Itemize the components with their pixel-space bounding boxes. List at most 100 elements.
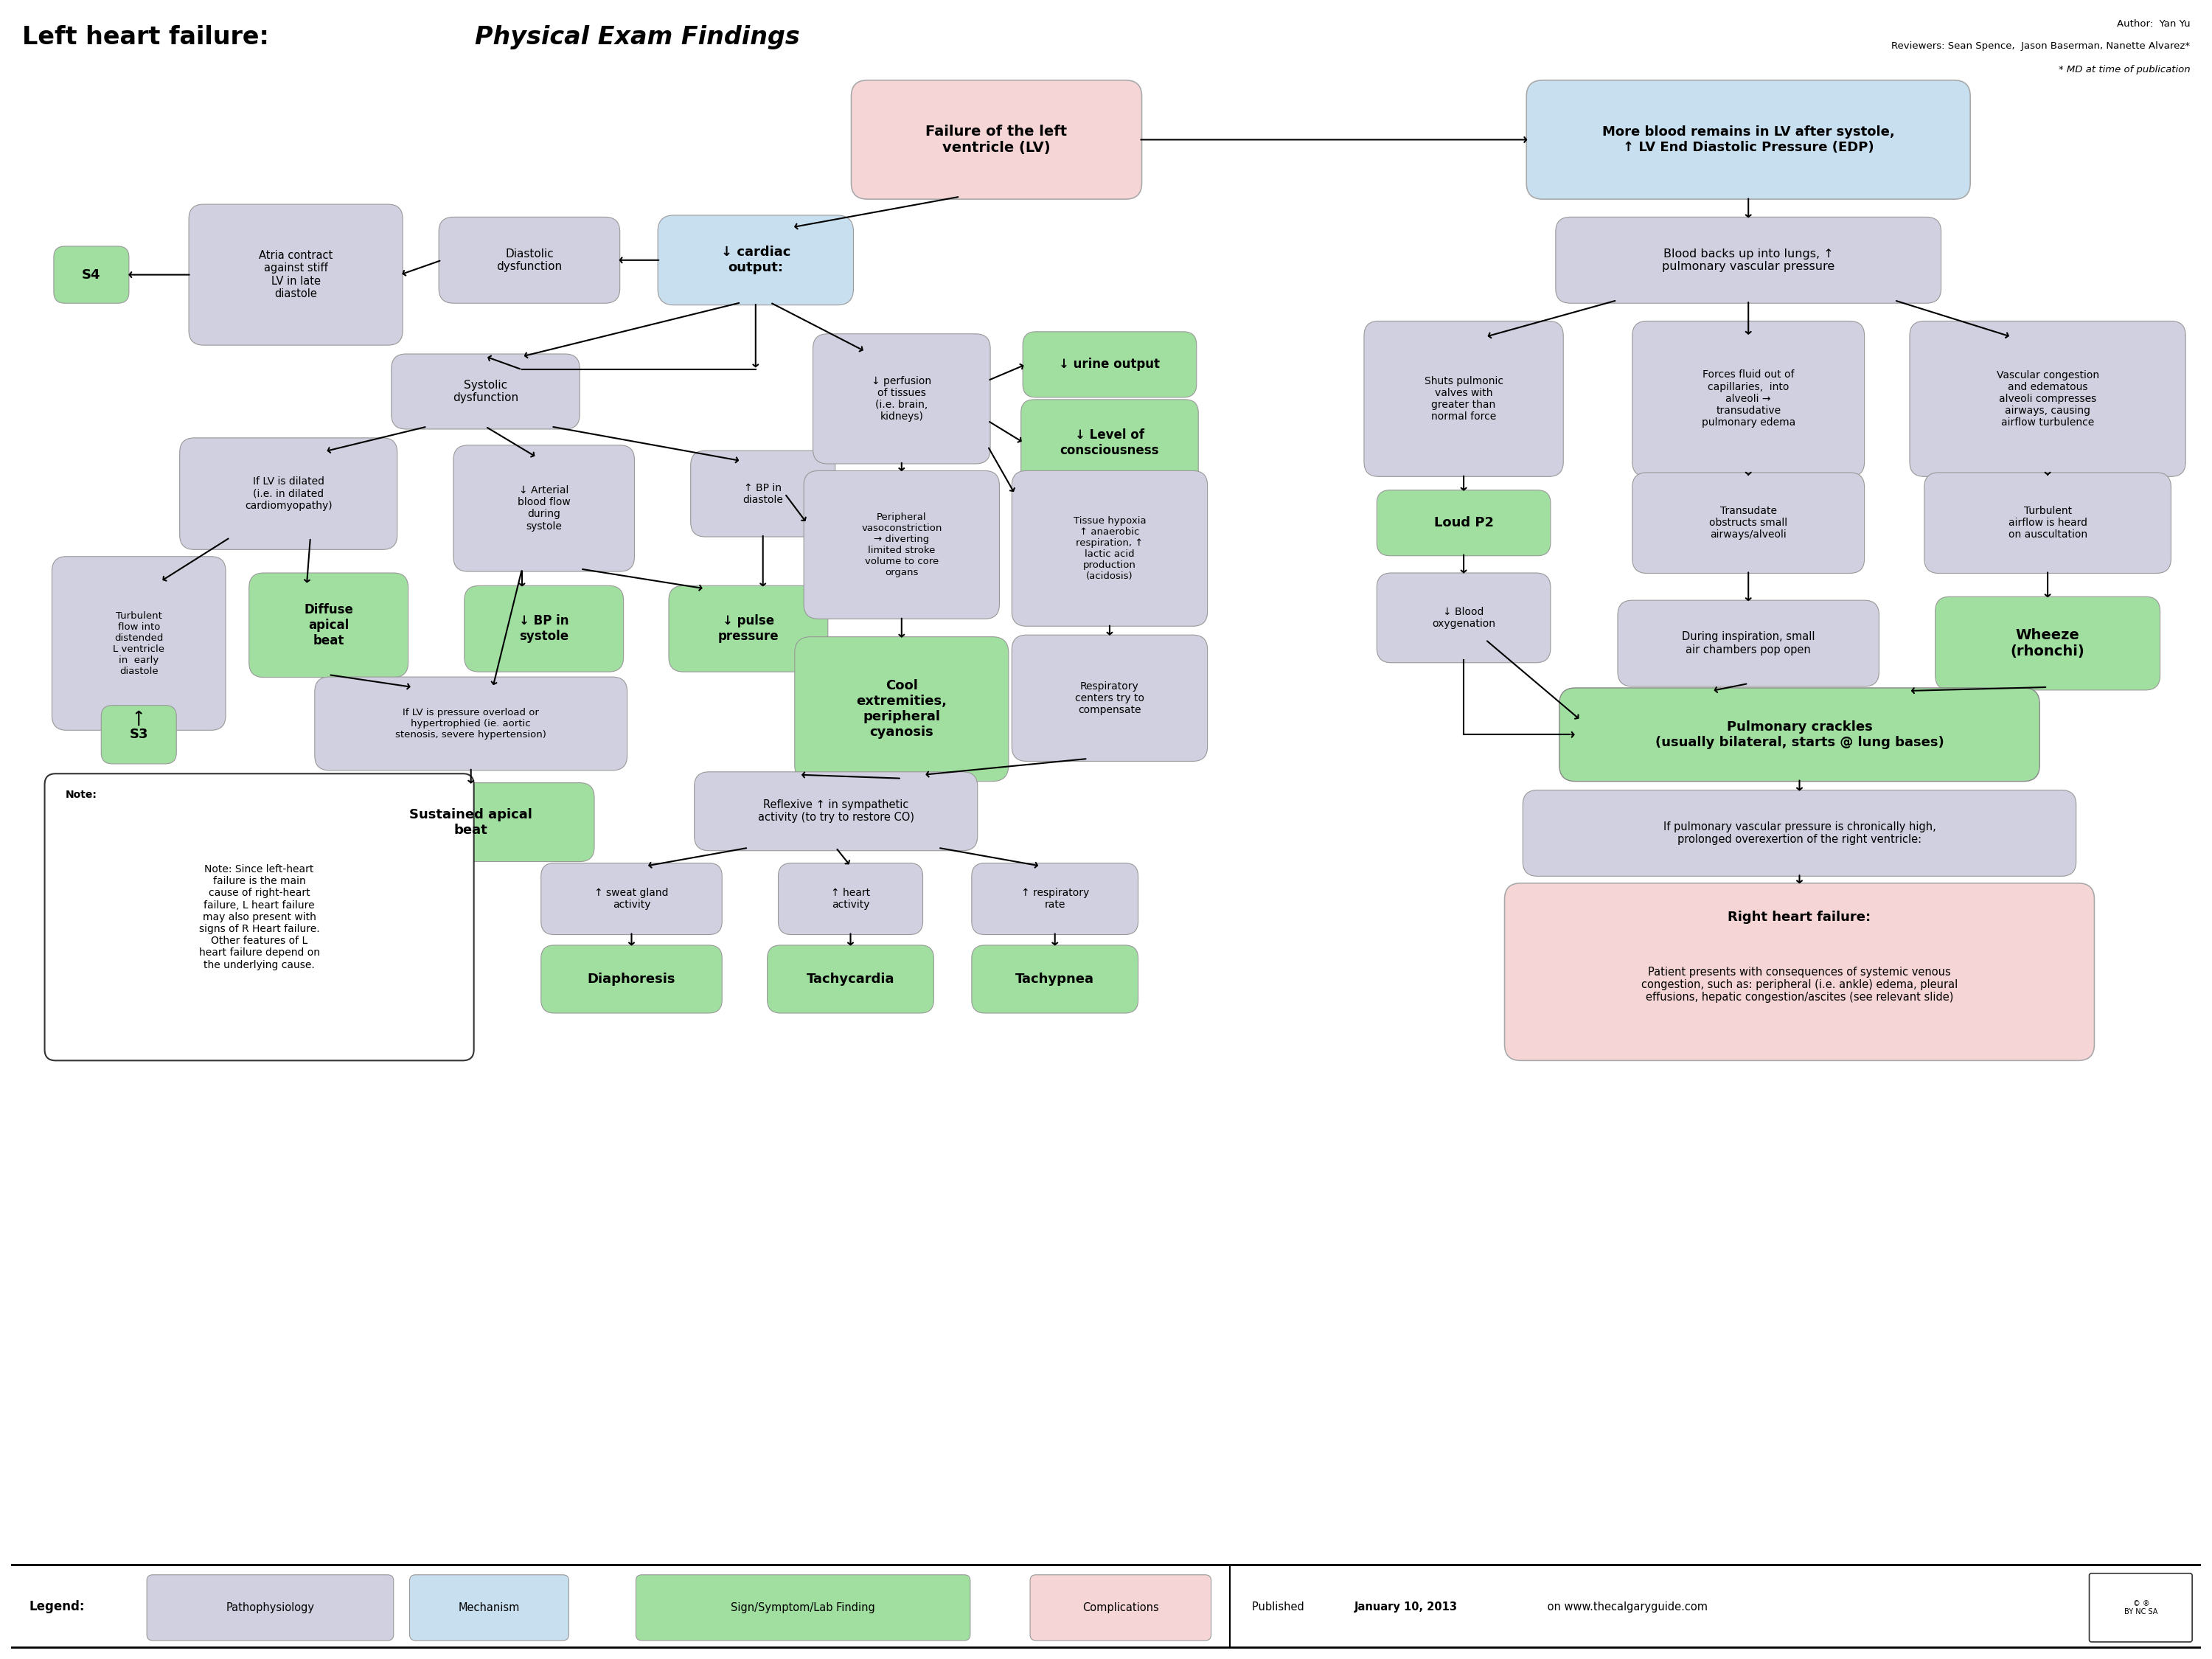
Text: Note: Since left-heart
failure is the main
cause of right-heart
failure, L heart: Note: Since left-heart failure is the ma…: [199, 864, 321, 971]
Text: Vascular congestion
and edematous
alveoli compresses
airways, causing
airflow tu: Vascular congestion and edematous alveol…: [1997, 370, 2099, 428]
Text: S4: S4: [82, 269, 102, 282]
FancyBboxPatch shape: [852, 80, 1141, 199]
FancyBboxPatch shape: [668, 586, 827, 672]
Text: Sustained apical
beat: Sustained apical beat: [409, 808, 533, 836]
Text: Sign/Symptom/Lab Finding: Sign/Symptom/Lab Finding: [730, 1603, 876, 1613]
FancyBboxPatch shape: [1031, 1574, 1212, 1641]
FancyBboxPatch shape: [1555, 217, 1942, 304]
FancyBboxPatch shape: [51, 556, 226, 730]
Text: Blood backs up into lungs, ↑
pulmonary vascular pressure: Blood backs up into lungs, ↑ pulmonary v…: [1661, 249, 1834, 272]
FancyBboxPatch shape: [971, 946, 1139, 1014]
FancyBboxPatch shape: [779, 863, 922, 934]
Text: * MD at time of publication: * MD at time of publication: [2059, 65, 2190, 75]
Text: S3: S3: [128, 728, 148, 742]
FancyBboxPatch shape: [438, 217, 619, 304]
FancyBboxPatch shape: [1559, 688, 2039, 781]
Text: Reflexive ↑ in sympathetic
activity (to try to restore CO): Reflexive ↑ in sympathetic activity (to …: [759, 800, 914, 823]
Text: Physical Exam Findings: Physical Exam Findings: [476, 25, 799, 50]
Text: ↓ Blood
oxygenation: ↓ Blood oxygenation: [1431, 607, 1495, 629]
FancyBboxPatch shape: [179, 438, 398, 549]
Text: Peripheral
vasoconstriction
→ diverting
limited stroke
volume to core
organs: Peripheral vasoconstriction → diverting …: [860, 513, 942, 577]
FancyBboxPatch shape: [188, 204, 403, 345]
Text: Reviewers: Sean Spence,  Jason Baserman, Nanette Alvarez*: Reviewers: Sean Spence, Jason Baserman, …: [1891, 41, 2190, 51]
Text: © ®
BY NC SA: © ® BY NC SA: [2124, 1599, 2159, 1616]
Text: Diffuse
apical
beat: Diffuse apical beat: [303, 604, 354, 647]
FancyBboxPatch shape: [1504, 883, 2095, 1060]
Text: Author:  Yan Yu: Author: Yan Yu: [2117, 20, 2190, 28]
Text: Loud P2: Loud P2: [1433, 516, 1493, 529]
FancyBboxPatch shape: [690, 451, 836, 538]
FancyBboxPatch shape: [542, 946, 721, 1014]
Text: During inspiration, small
air chambers pop open: During inspiration, small air chambers p…: [1681, 632, 1814, 655]
FancyBboxPatch shape: [657, 216, 854, 305]
Text: ↓ cardiac
output:: ↓ cardiac output:: [721, 246, 790, 274]
Text: on www.thecalgaryguide.com: on www.thecalgaryguide.com: [1544, 1601, 1708, 1613]
FancyBboxPatch shape: [1522, 790, 2077, 876]
Text: Left heart failure:: Left heart failure:: [22, 25, 276, 50]
Text: Failure of the left
ventricle (LV): Failure of the left ventricle (LV): [925, 124, 1068, 154]
FancyBboxPatch shape: [803, 471, 1000, 619]
FancyBboxPatch shape: [465, 586, 624, 672]
FancyBboxPatch shape: [1376, 572, 1551, 662]
FancyBboxPatch shape: [453, 445, 635, 571]
Text: If LV is pressure overload or
hypertrophied (ie. aortic
stenosis, severe hyperte: If LV is pressure overload or hypertroph…: [396, 708, 546, 740]
FancyBboxPatch shape: [1022, 400, 1199, 486]
FancyBboxPatch shape: [695, 771, 978, 851]
Text: Diastolic
dysfunction: Diastolic dysfunction: [495, 249, 562, 272]
Text: Turbulent
flow into
distended
L ventricle
in  early
diastole: Turbulent flow into distended L ventricl…: [113, 611, 164, 675]
FancyBboxPatch shape: [1632, 322, 1865, 476]
Text: Transudate
obstructs small
airways/alveoli: Transudate obstructs small airways/alveo…: [1710, 506, 1787, 541]
Text: Mechanism: Mechanism: [458, 1603, 520, 1613]
Text: Systolic
dysfunction: Systolic dysfunction: [453, 380, 518, 403]
FancyBboxPatch shape: [768, 946, 933, 1014]
FancyBboxPatch shape: [1526, 80, 1971, 199]
FancyBboxPatch shape: [44, 773, 473, 1060]
Text: More blood remains in LV after systole,
↑ LV End Diastolic Pressure (EDP): More blood remains in LV after systole, …: [1601, 126, 1896, 154]
FancyBboxPatch shape: [409, 1574, 568, 1641]
Text: ↓ Level of
consciousness: ↓ Level of consciousness: [1060, 428, 1159, 456]
Text: Tachypnea: Tachypnea: [1015, 972, 1095, 985]
FancyBboxPatch shape: [146, 1574, 394, 1641]
Text: Tachycardia: Tachycardia: [807, 972, 894, 985]
FancyBboxPatch shape: [250, 572, 409, 677]
Text: Diaphoresis: Diaphoresis: [588, 972, 675, 985]
FancyBboxPatch shape: [1365, 322, 1564, 476]
FancyBboxPatch shape: [794, 637, 1009, 781]
FancyBboxPatch shape: [2090, 1573, 2192, 1642]
FancyBboxPatch shape: [392, 353, 580, 430]
Text: Complications: Complications: [1082, 1603, 1159, 1613]
FancyBboxPatch shape: [102, 705, 177, 763]
FancyBboxPatch shape: [971, 863, 1139, 934]
FancyBboxPatch shape: [1022, 332, 1197, 398]
Text: If LV is dilated
(i.e. in dilated
cardiomyopathy): If LV is dilated (i.e. in dilated cardio…: [246, 476, 332, 511]
Text: ↑ sweat gland
activity: ↑ sweat gland activity: [595, 888, 668, 911]
Text: Published: Published: [1252, 1601, 1307, 1613]
Text: Turbulent
airflow is heard
on auscultation: Turbulent airflow is heard on auscultati…: [2008, 506, 2088, 541]
Text: ↓ perfusion
of tissues
(i.e. brain,
kidneys): ↓ perfusion of tissues (i.e. brain, kidn…: [872, 375, 931, 421]
Text: January 10, 2013: January 10, 2013: [1354, 1601, 1458, 1613]
Text: Tissue hypoxia
↑ anaerobic
respiration, ↑
lactic acid
production
(acidosis): Tissue hypoxia ↑ anaerobic respiration, …: [1073, 516, 1146, 581]
Text: Shuts pulmonic
valves with
greater than
normal force: Shuts pulmonic valves with greater than …: [1425, 375, 1504, 421]
Text: Pulmonary crackles
(usually bilateral, starts @ lung bases): Pulmonary crackles (usually bilateral, s…: [1655, 720, 1944, 748]
Text: ↓ urine output: ↓ urine output: [1060, 358, 1159, 372]
FancyBboxPatch shape: [1632, 473, 1865, 574]
FancyBboxPatch shape: [314, 677, 628, 770]
FancyBboxPatch shape: [1924, 473, 2170, 574]
Text: ↓ BP in
systole: ↓ BP in systole: [520, 614, 568, 644]
Text: ↑ heart
activity: ↑ heart activity: [832, 888, 869, 911]
FancyBboxPatch shape: [1011, 635, 1208, 761]
FancyBboxPatch shape: [1935, 597, 2161, 690]
FancyBboxPatch shape: [1011, 471, 1208, 625]
Text: Legend:: Legend:: [29, 1601, 84, 1614]
Text: Cool
extremities,
peripheral
cyanosis: Cool extremities, peripheral cyanosis: [856, 680, 947, 738]
Text: If pulmonary vascular pressure is chronically high,
prolonged overexertion of th: If pulmonary vascular pressure is chroni…: [1663, 821, 1935, 844]
Text: ↑ respiratory
rate: ↑ respiratory rate: [1022, 888, 1088, 911]
FancyBboxPatch shape: [814, 333, 991, 465]
Text: Atria contract
against stiff
LV in late
diastole: Atria contract against stiff LV in late …: [259, 251, 332, 300]
Text: Forces fluid out of
capillaries,  into
alveoli →
transudative
pulmonary edema: Forces fluid out of capillaries, into al…: [1701, 370, 1796, 428]
Text: Right heart failure:: Right heart failure:: [1728, 911, 1871, 924]
FancyBboxPatch shape: [542, 863, 721, 934]
FancyBboxPatch shape: [347, 783, 595, 861]
Text: Note:: Note:: [66, 790, 97, 800]
Text: Wheeze
(rhonchi): Wheeze (rhonchi): [2011, 629, 2084, 659]
